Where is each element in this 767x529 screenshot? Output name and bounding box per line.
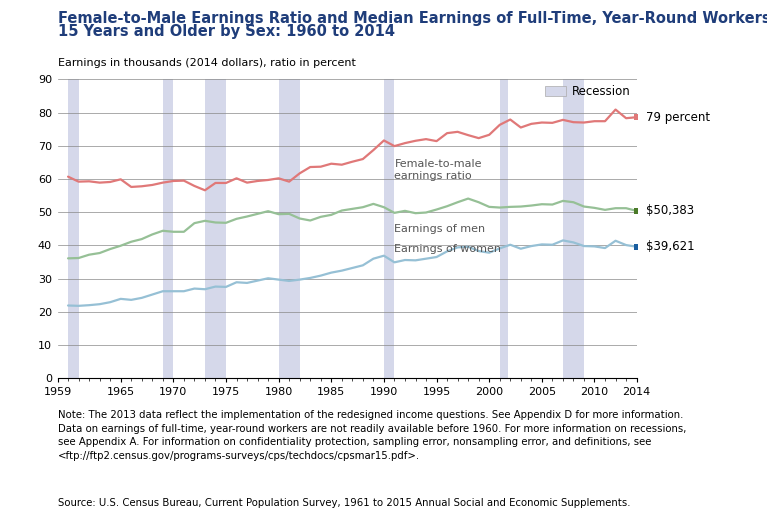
Bar bbox=[500, 79, 508, 378]
Text: Earnings of women: Earnings of women bbox=[394, 244, 502, 254]
Text: $39,621: $39,621 bbox=[646, 240, 694, 253]
Text: Female-to-Male Earnings Ratio and Median Earnings of Full-Time, Year-Round Worke: Female-to-Male Earnings Ratio and Median… bbox=[58, 11, 767, 25]
Bar bbox=[68, 79, 78, 378]
Text: 79 percent: 79 percent bbox=[646, 111, 710, 124]
Bar bbox=[384, 79, 394, 378]
Text: Source: U.S. Census Bureau, Current Population Survey, 1961 to 2015 Annual Socia: Source: U.S. Census Bureau, Current Popu… bbox=[58, 498, 630, 508]
Legend: Recession: Recession bbox=[545, 85, 630, 98]
Text: $50,383: $50,383 bbox=[646, 204, 694, 217]
Bar bbox=[205, 79, 226, 378]
Bar bbox=[563, 79, 584, 378]
Text: Female-to-male
earnings ratio: Female-to-male earnings ratio bbox=[394, 159, 482, 181]
Text: Note: The 2013 data reflect the implementation of the redesigned income question: Note: The 2013 data reflect the implemen… bbox=[58, 410, 686, 461]
Text: Earnings of men: Earnings of men bbox=[394, 224, 486, 234]
Bar bbox=[163, 79, 173, 378]
Bar bbox=[278, 79, 300, 378]
Text: Earnings in thousands (2014 dollars), ratio in percent: Earnings in thousands (2014 dollars), ra… bbox=[58, 58, 355, 68]
Text: 15 Years and Older by Sex: 1960 to 2014: 15 Years and Older by Sex: 1960 to 2014 bbox=[58, 24, 394, 39]
